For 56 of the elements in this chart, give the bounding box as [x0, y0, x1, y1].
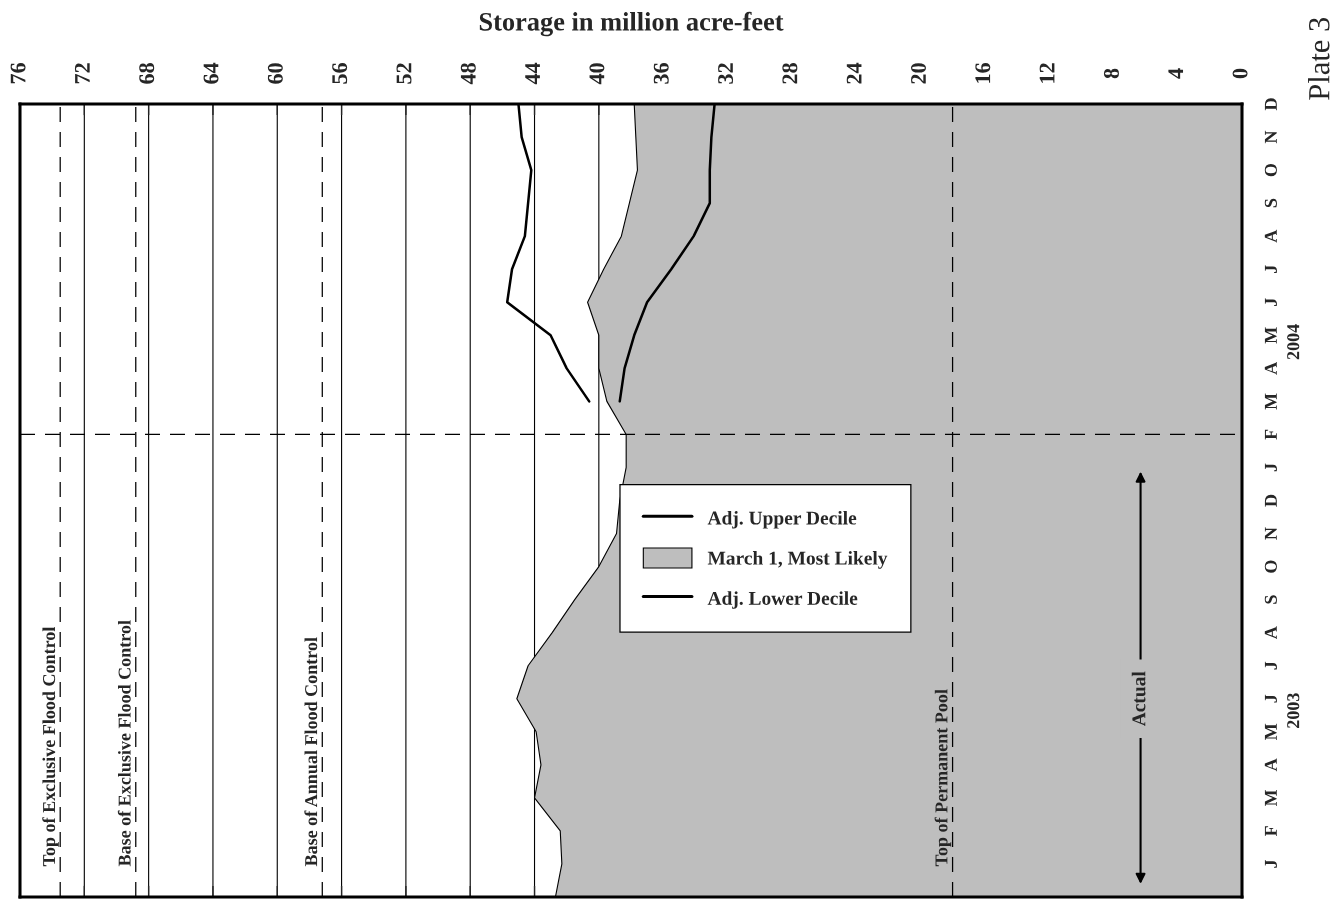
y-tick-label: J [1264, 265, 1277, 273]
y-tick-label: S [1264, 198, 1277, 208]
ref-line-label: Top of Exclusive Flood Control [42, 626, 59, 867]
x-tick-label: 24 [846, 62, 862, 84]
x-tick-label: 16 [975, 62, 991, 83]
text: Plate 3 [1308, 17, 1330, 100]
y-tick-label: J [1264, 859, 1277, 868]
x-tick-label: 0 [1232, 68, 1248, 79]
ref-line-label: Base of Annual Flood Control [304, 637, 318, 867]
y-tick-label: O [1264, 163, 1277, 177]
x-tick-label: 72 [74, 63, 90, 84]
y-tick-label: S [1264, 595, 1277, 604]
x-tick-label: 28 [782, 63, 798, 84]
x-tick-label: 68 [139, 63, 155, 84]
ref-line-label: Top of Permanent Pool [934, 689, 952, 867]
x-tick-label: 48 [460, 63, 476, 85]
y-tick-label: N [1264, 527, 1277, 540]
x-tick-label: 64 [203, 62, 219, 84]
x-tick-label: 76 [10, 62, 26, 84]
x-tick-label: 56 [332, 62, 348, 84]
x-tick-label: 52 [396, 63, 412, 84]
x-tick-label: 20 [910, 63, 926, 84]
x-tick-label: 40 [589, 63, 605, 85]
x-tick-label: 12 [1039, 63, 1055, 83]
y-tick-label: J [1264, 298, 1277, 306]
y-tick-label: A [1264, 229, 1277, 243]
y-tick-label: M [1264, 723, 1277, 741]
legend-label: Adj. Upper Decile [707, 510, 857, 529]
x-tick-label: 8 [1103, 68, 1119, 79]
y-tick-label: F [1264, 826, 1277, 837]
y-tick-label: M [1264, 327, 1277, 344]
y-tick-label: F [1264, 429, 1277, 440]
x-tick-label: 4 [1168, 68, 1184, 79]
annotation: Actual [1131, 671, 1146, 727]
x-tick-label: 44 [525, 62, 540, 85]
legend-label: March 1, Most Likely [707, 551, 888, 569]
x-tick-label: 60 [267, 63, 283, 84]
ref-line-label: Base of Exclusive Flood Control [117, 620, 131, 867]
y-tick-label: A [1264, 361, 1277, 375]
x-tick-label: 36 [653, 62, 669, 84]
legend-label: Adj. Lower Decile [707, 591, 858, 609]
y-tick-label: M [1264, 393, 1277, 410]
y-tick-label: D [1264, 494, 1277, 507]
x-tick-label: 32 [718, 63, 734, 84]
y-tick-label: A [1264, 626, 1277, 640]
y-tick-label: J [1264, 463, 1277, 472]
y-tick-label: J [1264, 694, 1277, 703]
text: 2004 [1287, 324, 1300, 360]
y-tick-label: M [1264, 789, 1277, 807]
y-tick-label: D [1264, 98, 1277, 111]
y-tick-label: A [1264, 758, 1277, 772]
text: 2003 [1287, 693, 1300, 728]
y-tick-label: O [1264, 560, 1277, 573]
y-tick-label: J [1264, 661, 1277, 670]
y-tick-label: N [1264, 130, 1277, 144]
chart-title: Storage in million acre-feet [479, 11, 784, 37]
